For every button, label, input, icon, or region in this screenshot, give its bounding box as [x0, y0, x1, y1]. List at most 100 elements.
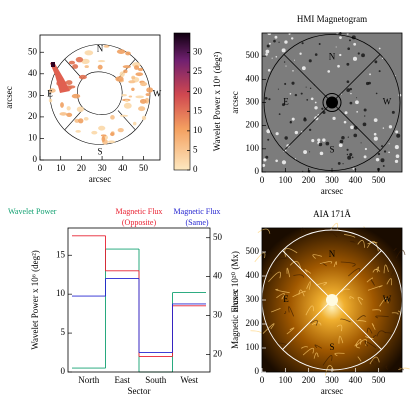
- x-tick-label: 40: [118, 163, 128, 173]
- colorbar-tick-label: 0: [193, 164, 198, 174]
- coronal-loop: [313, 352, 319, 359]
- magnetic-speck: [283, 61, 286, 63]
- coronal-loop: [366, 241, 379, 252]
- x-tick-label: North: [78, 375, 99, 385]
- coronal-loop: [298, 289, 305, 297]
- magnetic-speck: [314, 106, 318, 110]
- sunspot: [326, 96, 338, 109]
- coronal-loop: [286, 267, 291, 278]
- sector-label: W: [383, 97, 392, 107]
- power-patch: [145, 93, 151, 96]
- magnetic-speck: [266, 44, 270, 48]
- x-tick-label: 300: [325, 175, 339, 185]
- magnetic-speck: [378, 70, 381, 73]
- coronal-loop: [254, 252, 266, 263]
- y-tick-label: 200: [246, 120, 260, 130]
- power-patch: [135, 95, 144, 99]
- magnetic-speck: [357, 52, 360, 55]
- x-tick-label: 0: [38, 163, 43, 173]
- coronal-loop: [385, 365, 388, 370]
- colorbar-tick-label: 20: [193, 86, 203, 96]
- x-tick-label: 100: [279, 375, 293, 385]
- sector-label: E: [47, 89, 53, 99]
- magnetic-speck: [310, 97, 314, 101]
- y-tick-label: 10: [56, 288, 66, 298]
- magnetic-speck: [395, 154, 400, 159]
- coronal-loop: [372, 309, 382, 312]
- sector-line: [282, 250, 333, 301]
- coronal-loop: [302, 347, 315, 356]
- magnetic-speck: [308, 59, 312, 63]
- power-patch: [97, 60, 106, 63]
- magnetic-speck: [294, 93, 298, 97]
- y-tick-label: 0: [33, 154, 38, 164]
- power-patch: [117, 128, 124, 133]
- magnetic-speck: [266, 129, 271, 134]
- coronal-loop: [322, 355, 333, 366]
- sector-label: N: [97, 44, 104, 54]
- magnetic-speck: [349, 153, 353, 157]
- ring-inner: [77, 71, 123, 115]
- coronal-loop: [301, 346, 308, 349]
- power-patch: [125, 99, 129, 103]
- magnetic-speck: [292, 70, 294, 72]
- power-patch: [140, 81, 148, 87]
- magnetic-speck: [337, 162, 341, 165]
- magnetic-speck: [346, 62, 350, 66]
- magnetic-speck: [343, 120, 347, 124]
- magnetic-speck: [314, 101, 317, 104]
- colorbar-tick-label: 25: [193, 66, 203, 76]
- x-tick-label: 500: [372, 175, 386, 185]
- power-patch: [135, 72, 144, 77]
- power-patch: [97, 64, 103, 70]
- magnetic-speck: [268, 98, 271, 101]
- coronal-loop: [357, 356, 362, 362]
- magnetic-speck: [265, 155, 269, 159]
- coronal-loop: [334, 352, 345, 357]
- magnetic-speck: [265, 53, 268, 56]
- magnetic-speck: [318, 43, 321, 46]
- magnetic-speck: [342, 163, 344, 165]
- coronal-loop: [375, 266, 380, 273]
- sector-line: [331, 54, 381, 103]
- sector-label: N: [329, 249, 336, 259]
- coronal-loop: [315, 282, 328, 286]
- power-patch: [133, 65, 140, 70]
- x-tick-label: 0: [260, 375, 265, 385]
- coronal-loop: [250, 330, 263, 334]
- magnetic-speck: [308, 128, 312, 132]
- magnetic-speck: [382, 127, 385, 129]
- magnetic-speck: [339, 139, 344, 144]
- power-patch: [83, 116, 89, 121]
- coronal-loop: [329, 229, 338, 238]
- magnetic-speck: [285, 65, 287, 67]
- magnetic-speck: [388, 151, 390, 154]
- coronal-loop: [356, 315, 366, 321]
- sector-label: E: [283, 97, 289, 107]
- magnetic-speck: [388, 143, 390, 145]
- coronal-loop: [371, 323, 376, 330]
- legend-entry: Wavelet Power: [8, 207, 57, 216]
- y-tick-label: 400: [246, 73, 260, 83]
- coronal-loop: [312, 254, 323, 259]
- magnetic-speck: [395, 130, 399, 134]
- x-tick-label: 10: [56, 163, 66, 173]
- y-tick-label: 100: [246, 342, 260, 352]
- coronal-loop: [310, 319, 318, 326]
- coronal-loop: [355, 343, 360, 349]
- magnetic-speck: [373, 136, 378, 141]
- magnetic-speck: [262, 163, 266, 167]
- magnetic-speck: [265, 49, 270, 54]
- coronal-loop: [333, 261, 337, 268]
- y-tick-label: 200: [246, 318, 260, 328]
- magnetic-speck: [382, 165, 385, 167]
- power-patch: [76, 106, 84, 113]
- y-tick-label: 500: [246, 246, 260, 256]
- x-tick-label: 200: [302, 375, 316, 385]
- magnetic-speck: [346, 153, 349, 156]
- magnetic-speck: [355, 100, 359, 105]
- power-patch: [66, 106, 71, 111]
- coronal-loop: [305, 305, 314, 316]
- coronal-loop: [357, 239, 365, 248]
